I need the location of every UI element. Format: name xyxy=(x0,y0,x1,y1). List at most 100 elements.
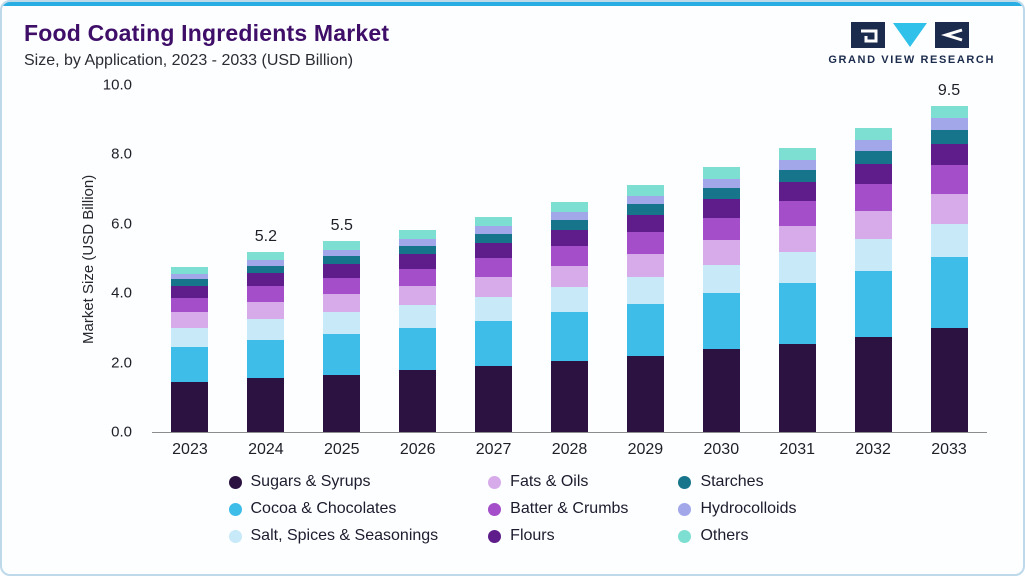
bar-segment xyxy=(778,226,816,253)
bar-segment xyxy=(930,164,968,195)
logo-g-glyph-icon xyxy=(860,29,878,43)
bar-segment xyxy=(930,327,968,432)
brand-logo: GRAND VIEW RESEARCH xyxy=(828,22,995,66)
bar-segment xyxy=(323,249,361,257)
bar-group xyxy=(835,86,911,432)
logo-triangle-icon xyxy=(892,23,927,47)
bar-group: 5.2 xyxy=(228,86,304,432)
bar-segment xyxy=(399,369,437,432)
bar-segment xyxy=(702,188,740,200)
bar-segment xyxy=(247,251,285,260)
bar-segment xyxy=(702,240,740,265)
legend-column: Starches Hydrocolloids Others xyxy=(678,473,796,545)
bar-segment xyxy=(854,210,892,239)
bar-segment xyxy=(323,277,361,295)
legend-column: Fats & Oils Batter & Crumbs Flours xyxy=(488,473,628,545)
bar-segment xyxy=(626,185,664,196)
bar-segment xyxy=(171,274,209,280)
bar-segment xyxy=(550,265,588,288)
bar-segment xyxy=(702,348,740,432)
bar-segment xyxy=(475,296,513,321)
bar-segment xyxy=(323,312,361,334)
legend: Sugars & Syrups Cocoa & Chocolates Salt, S… xyxy=(2,473,1023,545)
stacked-bar xyxy=(171,267,209,432)
x-axis-label: 2029 xyxy=(627,441,664,458)
x-axis-label: 2030 xyxy=(703,441,740,458)
bar-segment xyxy=(475,216,513,227)
legend-swatch-icon xyxy=(488,475,502,489)
bar-segment xyxy=(399,305,437,328)
y-tick-label: 4.0 xyxy=(111,284,132,302)
bar-segment xyxy=(399,245,437,255)
legend-swatch-icon xyxy=(228,529,242,543)
bar-segment xyxy=(475,233,513,243)
legend-swatch-icon xyxy=(678,502,692,516)
bar-segment xyxy=(854,139,892,151)
bar-segment xyxy=(550,220,588,230)
header: Food Coating Ingredients Market Size, by… xyxy=(2,6,1023,70)
legend-column: Sugars & Syrups Cocoa & Chocolates Salt, S… xyxy=(228,473,439,545)
bar-segment xyxy=(930,105,968,119)
bar-segment xyxy=(475,258,513,277)
x-axis-label: 2025 xyxy=(323,441,360,458)
bar-segment xyxy=(550,212,588,221)
y-tick-label: 6.0 xyxy=(111,215,132,233)
bar-group xyxy=(456,86,532,432)
logo-square-g-icon xyxy=(850,22,885,48)
bar-segment xyxy=(475,242,513,259)
bar-total-label: 5.5 xyxy=(330,217,353,235)
x-axis-label: 2027 xyxy=(475,441,512,458)
legend-label: Salt, Spices & Seasonings xyxy=(250,527,439,544)
bar-group xyxy=(380,86,456,432)
bar-segment xyxy=(702,293,740,349)
stacked-bar xyxy=(778,147,816,432)
y-tick-label: 10.0 xyxy=(102,76,132,94)
bar-segment xyxy=(171,312,209,328)
stacked-bar xyxy=(475,216,513,432)
bar-segment xyxy=(247,301,285,320)
bar-segment xyxy=(323,333,361,375)
bar-segment xyxy=(626,303,664,356)
bar-group: 5.5 xyxy=(304,86,380,432)
bar-segment xyxy=(475,366,513,432)
legend-item: Starches xyxy=(678,473,796,491)
stacked-bar xyxy=(930,105,968,432)
bar-segment xyxy=(626,232,664,254)
bar-segment xyxy=(702,217,740,241)
bar-segment xyxy=(854,183,892,211)
legend-item: Fats & Oils xyxy=(488,473,628,491)
legend-label: Batter & Crumbs xyxy=(510,500,629,517)
bar-group xyxy=(759,86,835,432)
x-axis-label: 2023 xyxy=(172,441,208,458)
page-title: Food Coating Ingredients Market xyxy=(24,20,390,46)
bar-segment xyxy=(399,268,437,287)
stacked-bar xyxy=(854,128,892,432)
x-axis-label: 2026 xyxy=(399,441,436,458)
stacked-bar xyxy=(550,202,588,432)
bar-segment xyxy=(247,273,285,287)
legend-item: Others xyxy=(678,527,796,545)
page-subtitle: Size, by Application, 2023 - 2033 (USD B… xyxy=(24,52,354,69)
bar-segment xyxy=(399,238,437,246)
bar-group xyxy=(152,86,228,432)
x-axis-label: 2028 xyxy=(551,441,588,458)
bar-segment xyxy=(323,256,361,265)
chart: Market Size (USD Billion) 0.0 2.0 4.0 6.0 8.… xyxy=(2,70,1023,459)
bar-segment xyxy=(171,347,209,382)
legend-label: Others xyxy=(700,527,749,544)
bar-segment xyxy=(399,230,437,239)
bar-segment xyxy=(778,343,816,432)
bar-segment xyxy=(778,181,816,202)
bar-segment xyxy=(778,147,816,160)
bar-group xyxy=(683,86,759,432)
legend-swatch-icon xyxy=(678,475,692,489)
brand-logo-icon xyxy=(850,22,969,48)
bar-segment xyxy=(323,294,361,313)
legend-swatch-icon xyxy=(488,529,502,543)
legend-swatch-icon xyxy=(678,529,692,543)
legend-item: Salt, Spices & Seasonings xyxy=(228,527,439,545)
brand-name: GRAND VIEW RESEARCH xyxy=(828,54,995,66)
bar-segment xyxy=(778,252,816,283)
bar-segment xyxy=(626,195,664,205)
